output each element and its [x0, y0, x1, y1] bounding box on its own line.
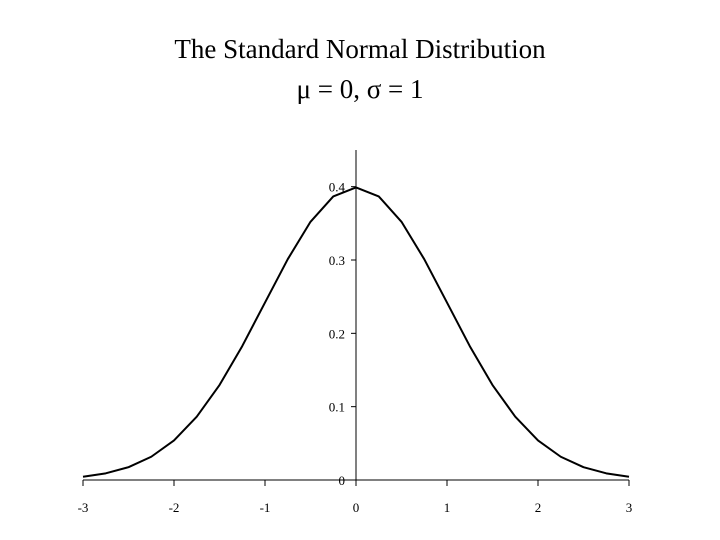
normal-curve-line	[82, 186, 630, 478]
x-tick-label: 1	[444, 500, 451, 515]
x-tick-label: -3	[78, 500, 89, 515]
x-tick-label: 3	[626, 500, 633, 515]
chart-subtitle: μ = 0, σ = 1	[296, 74, 424, 104]
x-tick-label: -1	[260, 500, 271, 515]
series-layer	[82, 186, 630, 478]
y-tick-label: 0.1	[329, 400, 345, 415]
y-tick-label: 0	[339, 473, 346, 488]
x-tick-label: -2	[169, 500, 180, 515]
x-axis-ticks: -3 -2 -1 0 1 2 3	[78, 480, 633, 515]
x-tick-label: 0	[353, 500, 360, 515]
x-tick-label: 2	[535, 500, 542, 515]
y-axis-ticks: 0 0.1 0.2 0.3 0.4	[329, 180, 356, 488]
chart-title: The Standard Normal Distribution	[174, 34, 546, 64]
axes	[83, 150, 629, 481]
y-tick-label: 0.4	[329, 180, 346, 195]
y-tick-label: 0.3	[329, 253, 345, 268]
y-tick-label: 0.2	[329, 326, 345, 341]
